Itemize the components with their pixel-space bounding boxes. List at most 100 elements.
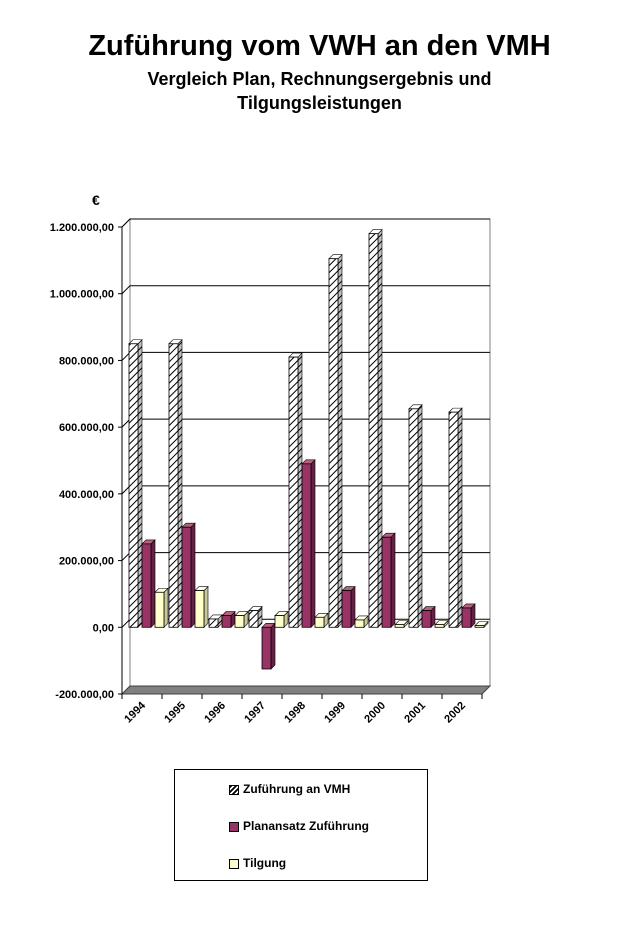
x-tick-label: 1998 [282, 700, 308, 726]
y-axis: -200.000,00 0,00 200.000,00 400.000,00 600.0… [50, 222, 123, 701]
y-tick-label: -200.000,00 [55, 689, 114, 701]
bar-side [270, 622, 276, 670]
bar-front [314, 616, 325, 628]
bar [341, 585, 356, 629]
y-tick-label: 800.000,00 [59, 355, 114, 367]
bar [181, 522, 196, 629]
bar-front [421, 610, 432, 628]
bar-side [163, 587, 169, 629]
bar-front [354, 619, 365, 628]
legend-swatch-tilgung [229, 859, 239, 869]
bar-front [208, 618, 219, 628]
bar-front [461, 607, 472, 628]
bar-side [457, 407, 463, 629]
bar-front [221, 615, 232, 628]
x-axis: 1994 1995 1996 1997 1998 1999 2000 2001 2002 [121, 694, 483, 726]
bar-front [168, 343, 179, 628]
x-tick-label: 1994 [122, 699, 148, 725]
bar-front [234, 615, 245, 628]
bar-front [261, 626, 272, 670]
bar-front [434, 624, 445, 628]
bar-side [390, 532, 396, 629]
bar [434, 619, 449, 629]
bar-front [154, 591, 165, 628]
x-tick-label: 1996 [202, 700, 228, 726]
bar-front [448, 411, 459, 628]
bar [154, 587, 169, 629]
y-tick-label: 400.000,00 [59, 489, 114, 501]
x-tick-label: 1995 [162, 700, 188, 726]
gridline [121, 218, 490, 228]
y-tick-label: 1.000.000,00 [50, 289, 114, 301]
bar [288, 352, 303, 629]
bar [248, 605, 263, 629]
chart-subtitle-line-2: Tilgungsleistungen [237, 93, 402, 113]
legend-swatch-planansatz [229, 822, 239, 832]
bar [408, 404, 423, 629]
legend: Zuführung an VMH Planansatz Zuführung Ti… [174, 769, 428, 881]
bar-front [128, 343, 139, 628]
bar [234, 610, 249, 629]
bar-front [194, 590, 205, 628]
bar [274, 610, 289, 629]
bars [128, 228, 489, 670]
y-tick-label: 1.200.000,00 [50, 222, 114, 234]
bar [381, 532, 396, 629]
bar [208, 614, 223, 629]
bar [168, 339, 183, 629]
bar-side [297, 352, 303, 629]
y-tick-label: 200.000,00 [59, 556, 114, 568]
bar-front [181, 526, 192, 628]
bar-side [350, 585, 356, 629]
x-tick-label: 2000 [362, 700, 388, 726]
bar-front [141, 543, 152, 628]
bar [328, 253, 343, 629]
bar-side [150, 539, 156, 629]
x-tick-label: 1997 [242, 700, 268, 726]
bar-side [137, 339, 143, 629]
x-tick-label: 1999 [322, 700, 348, 726]
bar-front [288, 356, 299, 628]
bar-front [341, 590, 352, 628]
bar-side [203, 585, 209, 629]
bar-front [408, 408, 419, 628]
y-tick-label: 600.000,00 [59, 422, 114, 434]
chart-subtitle-line-1: Vergleich Plan, Rechnungsergebnis und [147, 69, 492, 89]
bar-side [417, 404, 423, 629]
bar-front [328, 258, 339, 628]
bar-front [368, 233, 379, 628]
bar [221, 610, 236, 629]
bar-side [310, 459, 316, 629]
bar [394, 619, 409, 629]
bar [368, 228, 383, 629]
legend-label: Tilgung [243, 856, 287, 870]
bar-side [337, 253, 343, 629]
bar-front [248, 610, 259, 628]
x-tick-label: 2002 [442, 700, 468, 726]
bar-front [274, 615, 285, 628]
bar-side [377, 228, 383, 629]
bar [261, 622, 276, 670]
bar [301, 459, 316, 629]
bar [461, 603, 476, 629]
bar [128, 339, 143, 629]
bar [448, 407, 463, 629]
bar [141, 539, 156, 629]
legend-label: Zuführung an VMH [243, 782, 351, 796]
bar [474, 620, 489, 629]
bar-side [190, 522, 196, 629]
chart-title: Zuführung vom VWH an den VMH [88, 30, 551, 62]
bar [354, 615, 369, 629]
bar-front [301, 463, 312, 628]
bar [314, 612, 329, 629]
y-tick-label: 0,00 [93, 622, 114, 634]
y-axis-label: € [92, 192, 100, 208]
x-tick-label: 2001 [402, 700, 428, 726]
legend-swatch-zufuehrung [229, 785, 239, 795]
bar-side [177, 339, 183, 629]
bar-front [394, 624, 405, 628]
bar [194, 585, 209, 629]
plot-floor [120, 685, 492, 695]
bar [421, 605, 436, 629]
